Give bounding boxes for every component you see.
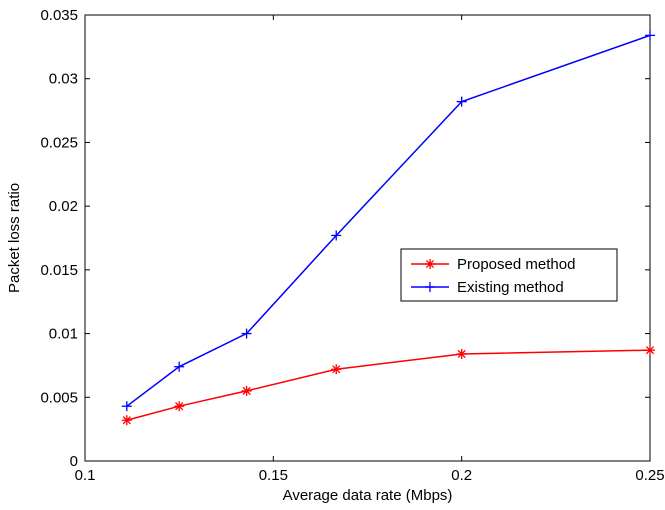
x-tick-label: 0.15 (259, 467, 288, 484)
marker-stroke (332, 365, 341, 374)
data-point (241, 385, 252, 396)
legend-item-proposed-method: Proposed method (411, 256, 575, 273)
marker-stroke (175, 402, 184, 411)
legend: Proposed method Existing method (400, 248, 618, 302)
y-axis-label: Packet loss ratio (6, 183, 23, 293)
y-tick-label: 0 (70, 453, 78, 470)
data-point (456, 96, 467, 107)
data-point (645, 345, 655, 356)
y-tick-label: 0.02 (49, 198, 78, 215)
x-axis-ticks: 0.1 0.15 0.2 0.25 (75, 15, 665, 484)
data-point (456, 348, 467, 359)
y-axis-ticks: 0 0.005 0.01 0.015 0.02 0.025 0.03 0.035 (40, 7, 650, 470)
data-point (645, 30, 655, 41)
data-point (174, 401, 185, 412)
marker-stroke (457, 349, 466, 359)
legend-label-existing-method: Existing method (457, 279, 564, 296)
y-tick-label: 0.025 (40, 134, 78, 151)
data-point (331, 364, 342, 375)
legend-marker (425, 282, 435, 292)
legend-item-existing-method: Existing method (411, 279, 564, 296)
data-point (331, 230, 342, 241)
x-tick-label: 0.2 (451, 467, 472, 484)
series-existing-method (121, 30, 655, 412)
marker-stroke (645, 346, 655, 355)
x-tick-label: 0.25 (635, 467, 664, 484)
x-axis-label: Average data rate (Mbps) (283, 487, 453, 504)
y-tick-label: 0.01 (49, 326, 78, 343)
series-line (126, 34, 651, 407)
y-tick-label: 0.015 (40, 262, 78, 279)
legend-label-proposed-method: Proposed method (457, 256, 575, 273)
data-point (121, 415, 132, 426)
legend-box (400, 248, 618, 302)
y-tick-label: 0.03 (49, 71, 78, 88)
marker-stroke (242, 386, 251, 395)
data-point (174, 361, 185, 372)
series-line (126, 349, 651, 421)
plot-area (84, 14, 651, 462)
series-proposed-method (121, 345, 655, 426)
data-point (121, 401, 132, 412)
y-tick-label: 0.005 (40, 389, 78, 406)
marker-stroke (425, 259, 435, 269)
marker-stroke (122, 416, 131, 425)
data-point (241, 328, 252, 339)
series-layer (121, 30, 655, 426)
y-tick-label: 0.035 (40, 7, 78, 24)
legend-marker (425, 259, 435, 269)
x-tick-label: 0.1 (75, 467, 96, 484)
